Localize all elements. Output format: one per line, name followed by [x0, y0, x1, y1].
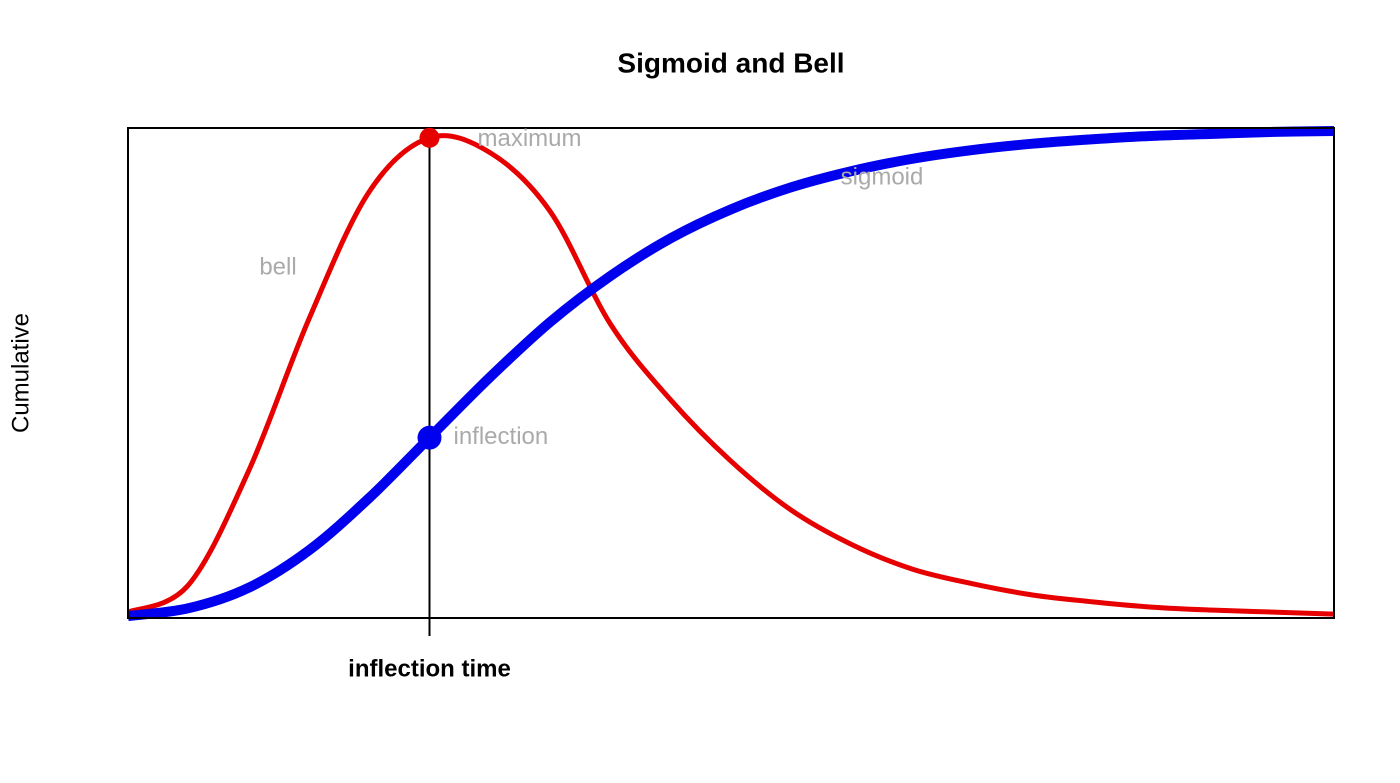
series-line [126, 133, 1335, 617]
series-line [127, 125, 1335, 622]
x-tick-label: inflection time [348, 655, 511, 682]
series-label: bell [259, 253, 296, 280]
y-axis-label: Cumulative [7, 313, 34, 433]
chart-title: Sigmoid and Bell [617, 47, 844, 78]
plot-frame [127, 127, 1335, 619]
annotation: inflection [454, 423, 549, 450]
key-point [417, 425, 442, 450]
key-point [419, 127, 440, 148]
annotation: maximum [478, 125, 582, 152]
series-label: sigmoid [841, 163, 924, 190]
